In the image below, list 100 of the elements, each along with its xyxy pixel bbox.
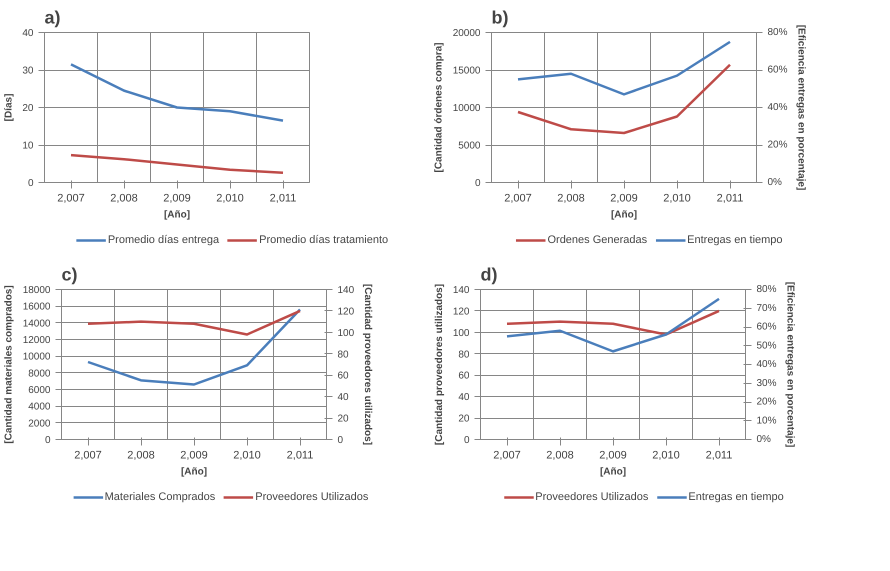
- y2-tick-label: 40%: [768, 102, 788, 113]
- x-axis-title: [Año]: [610, 210, 638, 220]
- legend-label: Entregas en tiempo: [687, 234, 783, 246]
- legend-label: Promedio días tratamiento: [259, 234, 388, 246]
- x-tick-label: 2,007: [74, 450, 102, 462]
- y2-tick-label: 10%: [756, 415, 777, 426]
- y2-tick-label: 50%: [756, 340, 777, 352]
- y2-tick-label: 80: [338, 349, 350, 360]
- y-tick-label: 140: [452, 285, 470, 296]
- y-tick-label: 120: [452, 306, 470, 318]
- y-tick-label: 0: [44, 435, 51, 446]
- y2-axis-title: [Cantidad proveedores utilizados]: [362, 284, 374, 446]
- y-tick-label: 40: [22, 28, 34, 39]
- x-tick-label: 2,011: [286, 450, 314, 462]
- line-series: [516, 40, 732, 96]
- line-series: [86, 310, 302, 336]
- x-tick-label: 2,011: [716, 192, 744, 204]
- y-tick-label: 20: [22, 103, 34, 114]
- y-tick-label: 30: [22, 66, 34, 76]
- line-series: [70, 63, 284, 122]
- x-tick-label: 2,010: [652, 450, 680, 462]
- chart-title: a): [44, 8, 61, 28]
- legend-label: Proveedores Utilizados: [535, 491, 648, 503]
- y2-tick-label: 0: [338, 435, 344, 446]
- y-tick-label: 60: [458, 370, 470, 382]
- y-tick-label: 20: [458, 414, 470, 425]
- x-tick-label: 2,009: [610, 192, 638, 204]
- line-series: [506, 310, 720, 336]
- y-tick-label: 15000: [452, 66, 481, 76]
- y2-tick-label: 20%: [768, 140, 788, 150]
- x-tick-label: 2,008: [127, 450, 155, 462]
- y-tick-label: 6000: [28, 385, 51, 396]
- x-tick-label: 2,008: [546, 450, 574, 462]
- x-axis-title: [Año]: [600, 466, 626, 478]
- x-tick-label: 2,007: [493, 450, 521, 462]
- y-axis-title: [Cantidad materiales comprados]: [4, 285, 15, 444]
- y2-tick-label: 20: [338, 414, 350, 425]
- line-series: [70, 154, 284, 174]
- x-tick-label: 2,011: [270, 192, 296, 204]
- chart-title: c): [62, 264, 78, 284]
- legend-label: Materiales Comprados: [104, 491, 216, 503]
- y2-tick-label: 30%: [756, 378, 777, 389]
- y2-axis-title: [Eficiencia entregas en porcentaje]: [784, 282, 796, 448]
- y2-tick-label: 60: [338, 370, 350, 382]
- y2-tick-label: 60%: [756, 322, 777, 332]
- chart-title: b): [492, 8, 508, 28]
- y-tick-label: 4000: [28, 402, 51, 413]
- y2-tick-label: 60%: [768, 64, 788, 76]
- x-tick-label: 2,007: [504, 192, 532, 204]
- x-tick-label: 2,008: [557, 192, 585, 204]
- y2-tick-label: 80%: [756, 284, 777, 295]
- y-tick-label: 8000: [28, 368, 51, 380]
- y-tick-label: 2000: [28, 418, 51, 430]
- y-tick-label: 0: [474, 178, 481, 189]
- y2-tick-label: 40%: [756, 359, 777, 370]
- y-tick-label: 14000: [22, 318, 51, 330]
- y-tick-label: 10000: [22, 352, 51, 363]
- x-tick-label: 2,010: [233, 450, 261, 462]
- y-tick-label: 40: [458, 392, 470, 404]
- y2-tick-label: 40: [338, 392, 350, 404]
- legend-label: Entregas en tiempo: [688, 491, 784, 503]
- x-tick-label: 2,009: [180, 450, 208, 462]
- line-series: [506, 298, 720, 353]
- legend-label: Ordenes Generadas: [547, 234, 648, 246]
- y2-tick-label: 0%: [756, 434, 772, 445]
- x-axis-title: [Año]: [180, 466, 208, 478]
- y-tick-label: 10: [22, 140, 34, 152]
- chart-title: d): [480, 264, 498, 284]
- y-tick-label: 80: [458, 349, 470, 360]
- y-axis-title: [Cantidad proveedores utilizados]: [434, 284, 445, 446]
- y-tick-label: 100: [452, 328, 470, 339]
- y-axis-title: [Cantidad órdenes compra]: [434, 42, 445, 173]
- x-tick-label: 2,009: [599, 450, 627, 462]
- y2-tick-label: 80%: [768, 27, 788, 38]
- y2-tick-label: 0%: [768, 177, 782, 188]
- x-axis-title: [Año]: [164, 210, 190, 220]
- x-tick-label: 2,008: [110, 192, 138, 204]
- x-tick-label: 2,009: [163, 192, 191, 204]
- line-series: [86, 308, 302, 386]
- y2-tick-label: 120: [338, 306, 355, 318]
- y-tick-label: 0: [464, 435, 470, 446]
- y-tick-label: 10000: [452, 103, 481, 114]
- x-tick-label: 2,010: [663, 192, 691, 204]
- y2-axis-title: [Eficiencia entregas en porcentaje]: [796, 24, 807, 190]
- legend-label: Promedio días entrega: [108, 234, 220, 246]
- y2-tick-label: 20%: [756, 396, 777, 408]
- x-tick-label: 2,007: [57, 192, 85, 204]
- y2-tick-label: 70%: [756, 302, 777, 314]
- y2-tick-label: 140: [338, 285, 355, 296]
- line-series: [516, 64, 732, 134]
- y-tick-label: 20000: [452, 28, 481, 39]
- x-tick-label: 2,011: [706, 450, 732, 462]
- y-tick-label: 16000: [22, 302, 51, 313]
- x-tick-label: 2,010: [216, 192, 244, 204]
- y-tick-label: 5000: [458, 140, 481, 152]
- y-tick-label: 18000: [22, 285, 51, 296]
- y2-tick-label: 100: [338, 328, 355, 339]
- legend-label: Proveedores Utilizados: [255, 491, 368, 503]
- y-tick-label: 12000: [22, 335, 51, 346]
- y-tick-label: 0: [28, 178, 34, 189]
